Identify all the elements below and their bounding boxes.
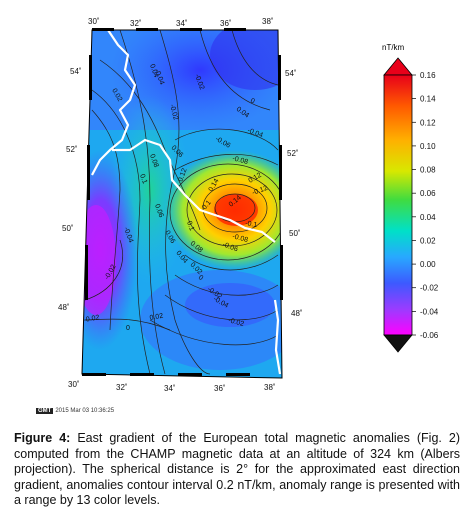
contour-label: 0 [249, 97, 256, 105]
gmt-logo: GMT [36, 408, 54, 414]
lat-right-label: 54˚ [285, 69, 297, 78]
axis-labels: 30˚ 32˚ 34˚ 36˚ 38˚ 30˚ 32˚ 34˚ 36˚ 38˚ … [58, 17, 303, 393]
caption-text: East gradient of the European total magn… [14, 431, 460, 507]
country-borders [91, 30, 282, 375]
contour-label: 0.06 [153, 203, 164, 218]
contour-lines [84, 30, 282, 375]
lat-left-label: 48˚ [58, 303, 70, 312]
contour-label: 0.1 [185, 220, 195, 232]
contour-label: -0.02 [83, 314, 100, 324]
lon-top-label: 38˚ [262, 17, 274, 26]
lon-bottom-label: 34˚ [164, 384, 176, 393]
colorbar-tick-label: 0.00 [420, 260, 436, 269]
anomaly-field [82, 30, 282, 378]
contour-label: -0.08 [231, 155, 248, 166]
lon-top-label: 30˚ [88, 17, 100, 26]
contour-label: 0.08 [148, 153, 159, 168]
lon-top-label: 32˚ [130, 19, 142, 28]
contour-label: -0.08 [231, 233, 248, 244]
colorbar-tick-label: -0.04 [420, 307, 439, 316]
lat-left-label: 50˚ [62, 224, 74, 233]
colorbar-tick-label: -0.06 [420, 331, 439, 340]
colorbar: nT/km 0.16 0.14 0.12 0.10 0.08 0.06 0.04 0.02 0.… [382, 43, 439, 353]
contour-label: 0 [197, 274, 205, 282]
colorbar-gradient [383, 74, 413, 336]
figure-caption: Figure 4: East gradient of the European … [14, 431, 460, 509]
colorbar-tick-label: 0.06 [420, 189, 436, 198]
lon-bottom-label: 38˚ [264, 383, 276, 392]
lon-top-label: 36˚ [220, 19, 232, 28]
contour-label: 0.1 [138, 173, 148, 185]
colorbar-bottom-arrow [383, 334, 413, 353]
lat-right-label: 48˚ [291, 309, 303, 318]
lon-top-label: 34˚ [176, 19, 188, 28]
colorbar-top-arrow [383, 57, 413, 76]
map-svg: 0.04-0.020.020.04-0.040-0.02-0.04-0.06-0… [58, 17, 439, 393]
lat-right-label: 50˚ [289, 229, 301, 238]
lon-bottom-label: 36˚ [214, 384, 226, 393]
lat-left-label: 52˚ [66, 145, 78, 154]
gmt-timestamp: GMT 2015 Mar 03 10:36:25 [36, 408, 114, 414]
contour-label: -0.02 [227, 317, 244, 328]
contour-label: 0.04 [148, 63, 159, 78]
contour-label: 0.12 [177, 167, 188, 182]
colorbar-tick-label: 0.08 [420, 166, 436, 175]
caption-label: Figure 4: [14, 431, 71, 445]
contour-label: 0 [126, 325, 130, 332]
colorbar-tick-label: -0.02 [420, 284, 439, 293]
colorbar-unit: nT/km [382, 43, 405, 52]
colorbar-tick-label: 0.12 [420, 118, 436, 127]
map-figure: 0.04 -0.02 0.02 0.04 -0.04 0 -0.02 -0.04 -0.06 -0… [58, 17, 439, 393]
colorbar-tick-label: 0.16 [420, 71, 436, 80]
colorbar-tick-label: 0.04 [420, 213, 436, 222]
frame-ticks [82, 28, 283, 376]
colorbar-tick-label: 0.14 [420, 95, 436, 104]
contour-label: -0.02 [168, 104, 179, 121]
lon-bottom-label: 30˚ [68, 380, 80, 389]
colorbar-tick-label: 0.02 [420, 236, 436, 245]
lat-right-label: 52˚ [287, 149, 299, 158]
lon-bottom-label: 32˚ [116, 383, 128, 392]
contour-label: -0.1 [245, 220, 258, 229]
contour-label: 0.1 [201, 199, 213, 211]
contour-label: 0.02 [149, 313, 164, 322]
timestamp-text: 2015 Mar 03 10:36:25 [55, 408, 115, 414]
lat-left-label: 54˚ [70, 67, 82, 76]
colorbar-tick-label: 0.10 [420, 142, 436, 151]
